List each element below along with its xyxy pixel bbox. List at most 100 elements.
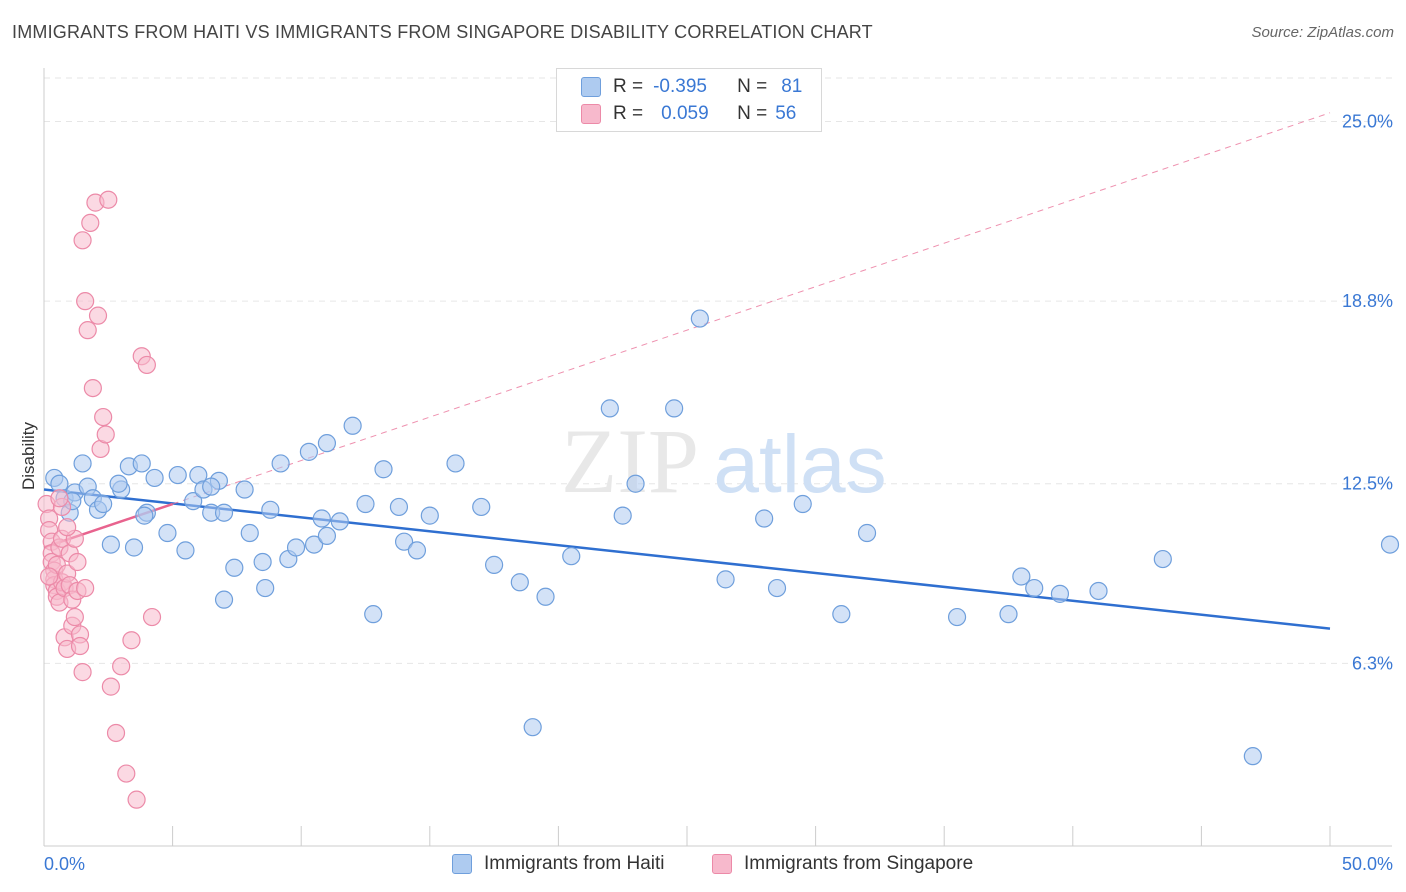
singapore-point bbox=[58, 518, 77, 537]
haiti-point bbox=[523, 718, 542, 737]
legend-row-haiti: R = -0.395 N = 81 bbox=[581, 75, 802, 99]
legend-n-label: N = bbox=[737, 76, 768, 97]
haiti-point bbox=[286, 538, 306, 557]
haiti-point bbox=[73, 454, 92, 473]
singapore-point bbox=[142, 607, 162, 627]
haiti-point bbox=[271, 454, 290, 473]
legend-r-value: -0.395 bbox=[653, 76, 707, 97]
haiti-point bbox=[389, 497, 409, 517]
legend-n-value: 81 bbox=[781, 76, 803, 97]
haiti-point bbox=[1089, 581, 1108, 601]
haiti-point bbox=[755, 509, 774, 528]
haiti-point bbox=[536, 587, 555, 606]
singapore-point bbox=[40, 567, 59, 586]
y-tick-label: 6.3% bbox=[1352, 653, 1393, 673]
tick-labels: 6.3% 12.5% 18.8% 25.0% 0.0% 50.0% bbox=[44, 111, 1393, 874]
legend-r-label: R = bbox=[613, 76, 644, 97]
trend-lines bbox=[43, 112, 1331, 630]
haiti-point bbox=[253, 552, 272, 572]
haiti-point bbox=[1012, 567, 1031, 586]
watermark: ZIP atlas bbox=[561, 410, 887, 512]
haiti-point bbox=[1243, 747, 1262, 766]
singapore-point bbox=[81, 213, 100, 233]
haiti-point bbox=[145, 468, 164, 488]
haiti-point bbox=[562, 547, 581, 566]
bottom-legend-label-haiti: Immigrants from Haiti bbox=[484, 853, 665, 874]
legend-r-label: R = bbox=[613, 103, 644, 124]
legend-row-singapore: R = 0.059 N = 56 bbox=[581, 102, 796, 126]
singapore-point bbox=[83, 378, 102, 398]
singapore-point bbox=[50, 489, 69, 508]
haiti-point bbox=[158, 523, 177, 543]
haiti-point bbox=[1050, 584, 1070, 603]
singapore-point bbox=[76, 292, 95, 311]
haiti-point bbox=[999, 605, 1018, 624]
legend-swatch-haiti bbox=[581, 77, 601, 97]
singapore-point bbox=[78, 321, 97, 340]
haiti-point bbox=[1025, 578, 1044, 598]
haiti-point bbox=[317, 526, 337, 546]
haiti-point bbox=[317, 434, 337, 453]
singapore-point bbox=[96, 425, 115, 444]
haiti-point bbox=[364, 605, 383, 624]
haiti-point bbox=[176, 541, 195, 560]
axes bbox=[43, 68, 1392, 847]
haiti-point bbox=[94, 494, 113, 514]
haiti-point bbox=[472, 497, 491, 517]
legend-swatch-singapore bbox=[581, 104, 601, 124]
y-tick-label: 12.5% bbox=[1342, 474, 1393, 494]
haiti-point bbox=[690, 309, 709, 328]
singapore-point bbox=[70, 636, 90, 656]
singapore-point bbox=[127, 790, 146, 809]
haiti-point bbox=[600, 399, 619, 418]
haiti-point bbox=[394, 532, 414, 551]
haiti-point bbox=[446, 454, 465, 473]
haiti-point bbox=[374, 460, 393, 479]
singapore-point bbox=[76, 578, 95, 598]
source-label: Source: ZipAtlas.com bbox=[1251, 24, 1394, 41]
haiti-point bbox=[626, 474, 645, 493]
watermark-zip: ZIP bbox=[561, 410, 699, 512]
haiti-point bbox=[202, 477, 221, 496]
haiti-point bbox=[299, 442, 319, 461]
chart-title: IMMIGRANTS FROM HAITI VS IMMIGRANTS FROM… bbox=[12, 22, 873, 42]
legend-r-value: 0.059 bbox=[661, 103, 709, 124]
haiti-trend-line bbox=[43, 488, 1331, 630]
bottom-legend-label-singapore: Immigrants from Singapore bbox=[744, 853, 974, 874]
haiti-point bbox=[420, 506, 439, 525]
haiti-point bbox=[767, 578, 787, 598]
y-tick-label: 18.8% bbox=[1342, 291, 1393, 311]
haiti-point bbox=[225, 558, 244, 577]
haiti-point bbox=[135, 506, 154, 525]
data-points bbox=[37, 190, 1400, 809]
haiti-point bbox=[330, 512, 349, 531]
legend-n-label: N = bbox=[737, 103, 768, 124]
legend-n-value: 56 bbox=[775, 103, 797, 124]
x-tick-label: 0.0% bbox=[44, 854, 85, 874]
haiti-point bbox=[485, 555, 504, 574]
bottom-legend-haiti: Immigrants from Haiti bbox=[452, 852, 665, 876]
haiti-point bbox=[407, 541, 427, 560]
bottom-legend-swatch-singapore bbox=[712, 854, 732, 874]
haiti-point bbox=[947, 607, 967, 627]
y-axis-label: Disability bbox=[19, 421, 38, 490]
y-tick-label: 25.0% bbox=[1342, 111, 1393, 131]
singapore-point bbox=[73, 231, 92, 250]
haiti-point bbox=[857, 523, 877, 543]
bottom-legend-singapore: Immigrants from Singapore bbox=[712, 852, 973, 876]
singapore-point bbox=[73, 663, 92, 682]
x-tick-label: 50.0% bbox=[1342, 854, 1393, 874]
haiti-point bbox=[312, 509, 331, 528]
haiti-point bbox=[665, 399, 684, 418]
haiti-point bbox=[240, 523, 259, 543]
singapore-point bbox=[101, 677, 120, 696]
haiti-point bbox=[256, 578, 275, 598]
haiti-point bbox=[101, 535, 120, 554]
watermark-atlas: atlas bbox=[713, 419, 886, 510]
haiti-point bbox=[716, 570, 735, 589]
haiti-point bbox=[184, 492, 203, 511]
haiti-point bbox=[214, 590, 234, 609]
singapore-point bbox=[137, 355, 156, 375]
singapore-point bbox=[88, 306, 108, 325]
